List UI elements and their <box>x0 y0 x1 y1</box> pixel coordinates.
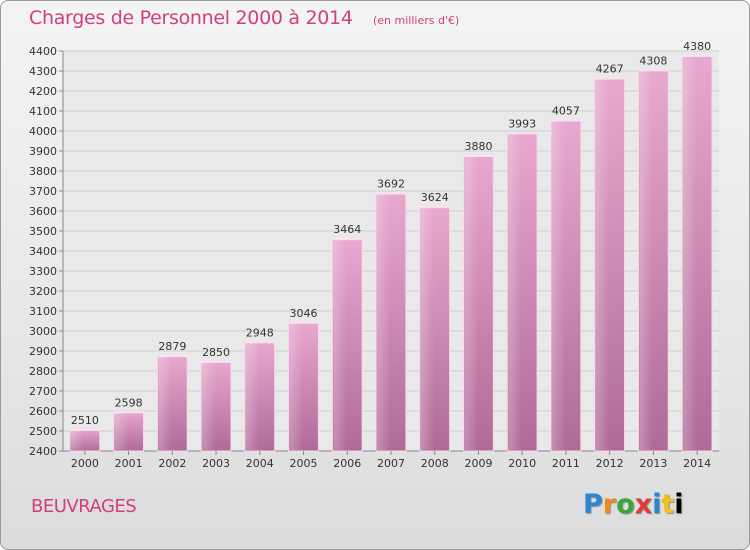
y-tick-label: 4400 <box>29 45 57 58</box>
y-tick-label: 3600 <box>29 205 57 218</box>
data-label: 4308 <box>639 54 667 67</box>
bar-top-edge <box>113 411 144 414</box>
y-tick-label: 3700 <box>29 185 57 198</box>
x-tick-label: 2002 <box>158 457 186 470</box>
x-tick-label: 2003 <box>202 457 230 470</box>
y-tick-label: 3900 <box>29 145 57 158</box>
x-tick-label: 2007 <box>377 457 405 470</box>
data-label: 3692 <box>377 178 405 191</box>
bar-top-edge <box>594 77 625 80</box>
y-tick-label: 3200 <box>29 285 57 298</box>
bar-top-edge <box>69 429 100 431</box>
x-tick-label: 2014 <box>683 457 711 470</box>
place-name: BEUVRAGES <box>31 496 137 517</box>
y-tick-label: 4200 <box>29 85 57 98</box>
data-label: 2598 <box>115 396 143 409</box>
bar-highlight <box>245 342 260 450</box>
y-tick-label: 3400 <box>29 245 57 258</box>
y-tick-label: 3000 <box>29 325 57 338</box>
x-tick-label: 2008 <box>421 457 449 470</box>
bar-highlight <box>595 78 610 450</box>
y-tick-label: 3800 <box>29 165 57 178</box>
chart-subtitle: (en milliers d'€) <box>373 14 460 27</box>
x-tick-label: 2009 <box>464 457 492 470</box>
bar-highlight <box>114 412 129 450</box>
y-tick-label: 4000 <box>29 125 57 138</box>
bar-highlight <box>683 56 697 450</box>
bar-highlight <box>158 356 172 450</box>
x-tick-label: 2010 <box>508 457 536 470</box>
bar-top-edge <box>682 55 713 57</box>
data-label: 4380 <box>683 40 711 53</box>
bar-highlight <box>464 156 478 450</box>
y-tick-label: 3300 <box>29 265 57 278</box>
bar-top-edge <box>201 361 231 363</box>
data-label: 3464 <box>333 223 361 236</box>
proxiti-logo: Proxiti <box>583 489 684 520</box>
bar-highlight <box>333 239 347 450</box>
bar-top-edge <box>463 155 494 157</box>
x-tick-label: 2000 <box>71 457 99 470</box>
bar-highlight <box>289 322 304 450</box>
x-tick-label: 2001 <box>115 457 143 470</box>
bar-top-edge <box>419 206 450 209</box>
data-label: 2948 <box>246 326 274 339</box>
data-label: 3046 <box>290 307 318 320</box>
data-label: 4057 <box>552 105 580 118</box>
bar-top-edge <box>507 132 538 135</box>
x-tick-label: 2013 <box>639 457 667 470</box>
bar-top-edge <box>376 192 406 195</box>
bar-top-edge <box>551 119 581 122</box>
y-tick-label: 4300 <box>29 65 57 78</box>
y-tick-label: 3500 <box>29 225 57 238</box>
y-tick-label: 2700 <box>29 385 57 398</box>
y-tick-label: 2500 <box>29 425 57 438</box>
bar-highlight <box>70 430 85 450</box>
y-tick-label: 2900 <box>29 345 57 358</box>
x-tick-label: 2006 <box>333 457 361 470</box>
bar-highlight <box>508 133 522 450</box>
bar-top-edge <box>288 321 319 324</box>
y-tick-label: 3100 <box>29 305 57 318</box>
y-tick-label: 2600 <box>29 405 57 418</box>
data-label: 3993 <box>508 117 536 130</box>
bar-top-edge <box>244 341 275 344</box>
x-tick-label: 2005 <box>290 457 318 470</box>
data-label: 2850 <box>202 346 230 359</box>
y-tick-label: 2400 <box>29 445 57 458</box>
bar-highlight <box>377 193 391 450</box>
chart-title: Charges de Personnel 2000 à 2014 <box>29 7 353 29</box>
bar-top-edge <box>332 238 363 241</box>
bar-highlight <box>639 70 653 451</box>
bar-highlight <box>202 362 216 450</box>
x-tick-label: 2004 <box>246 457 274 470</box>
bar-top-edge <box>157 355 188 358</box>
y-tick-label: 2800 <box>29 365 57 378</box>
x-tick-label: 2012 <box>596 457 624 470</box>
bar-highlight <box>420 207 435 450</box>
y-tick-label: 4100 <box>29 105 57 118</box>
bar-top-edge <box>638 69 669 72</box>
bar-highlight <box>552 120 566 450</box>
data-label: 2510 <box>71 414 99 427</box>
x-tick-label: 2011 <box>552 457 580 470</box>
data-label: 2879 <box>158 340 186 353</box>
data-label: 3880 <box>464 140 492 153</box>
data-label: 4267 <box>596 63 624 76</box>
data-label: 3624 <box>421 191 449 204</box>
